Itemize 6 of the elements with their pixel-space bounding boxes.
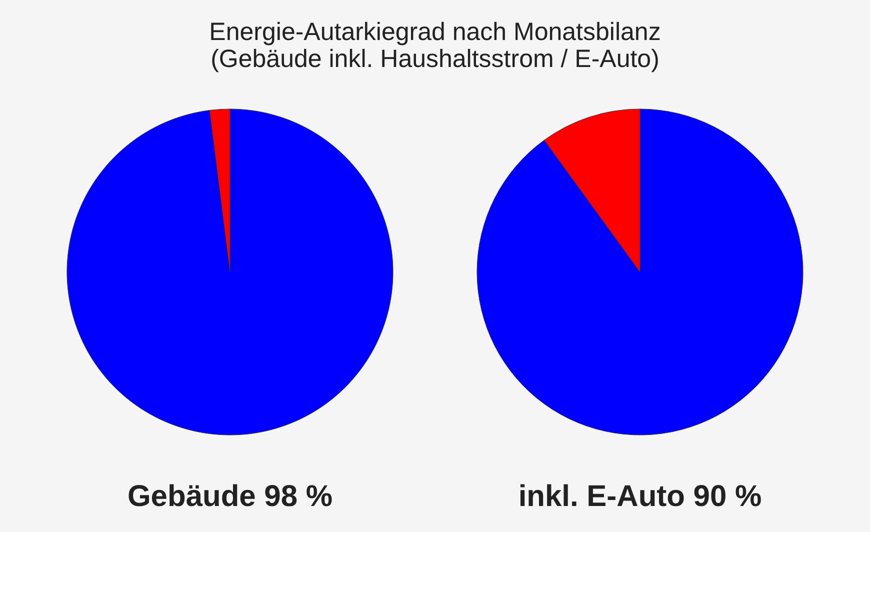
text: inkl. E-Auto 90 % (518, 480, 762, 513)
chart-subtitle: (Gebäude inkl. Haushaltsstrom / E-Auto) (210, 45, 660, 73)
text: Gebäude 98 % (127, 480, 333, 513)
chart-title: Energie-Autarkiegrad nach Monatsbilanz (209, 18, 661, 46)
pie-slice (66, 108, 394, 435)
pie-slice (476, 108, 804, 435)
